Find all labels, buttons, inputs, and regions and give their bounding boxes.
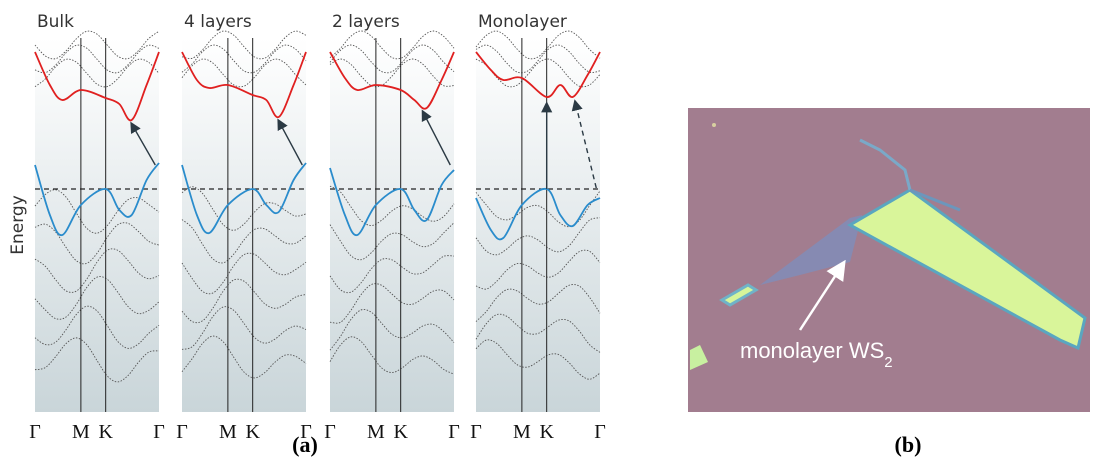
- panel-title: 4 layers: [184, 12, 252, 32]
- panel-title: Monolayer: [478, 12, 567, 32]
- energy-axis-label: Energy: [8, 195, 28, 255]
- panel-label: (a): [292, 432, 318, 457]
- k-point-label: Γ: [153, 421, 165, 443]
- k-point-label: M: [219, 421, 237, 443]
- k-point-label: Γ: [594, 421, 606, 443]
- k-point-label: K: [98, 421, 113, 443]
- k-point-label: Γ: [176, 421, 188, 443]
- panel-title: Bulk: [37, 12, 74, 32]
- k-point-label: K: [245, 421, 260, 443]
- panel-title: 2 layers: [332, 12, 400, 32]
- k-point-label: Γ: [324, 421, 336, 443]
- k-point-label: M: [367, 421, 385, 443]
- k-point-label: Γ: [29, 421, 41, 443]
- k-point-label: M: [72, 421, 90, 443]
- k-point-label: M: [513, 421, 531, 443]
- k-point-label: Γ: [448, 421, 460, 443]
- panel-label: (b): [895, 432, 922, 457]
- particle: [712, 123, 716, 127]
- band-panel: [476, 38, 600, 412]
- k-point-label: K: [539, 421, 554, 443]
- annotation-text: monolayer WS: [740, 338, 884, 363]
- k-point-label: K: [393, 421, 408, 443]
- figure: BulkΓMKΓ4 layersΓMKΓ2 layersΓMKΓMonolaye…: [0, 0, 1100, 462]
- micrograph: monolayer WS2: [688, 108, 1090, 412]
- annotation-subscript: 2: [884, 354, 892, 371]
- k-point-label: Γ: [470, 421, 482, 443]
